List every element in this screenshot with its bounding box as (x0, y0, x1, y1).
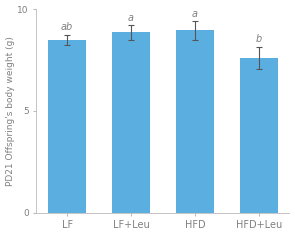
Y-axis label: PD21 Offspring's body weight (g): PD21 Offspring's body weight (g) (6, 36, 14, 186)
Bar (176, 30, 214, 213)
Text: a: a (128, 13, 134, 23)
Bar (240, 58, 278, 213)
Text: a: a (192, 9, 198, 19)
Text: b: b (256, 34, 262, 44)
Bar (112, 33, 150, 213)
Text: ab: ab (61, 22, 73, 32)
Bar (48, 40, 86, 213)
